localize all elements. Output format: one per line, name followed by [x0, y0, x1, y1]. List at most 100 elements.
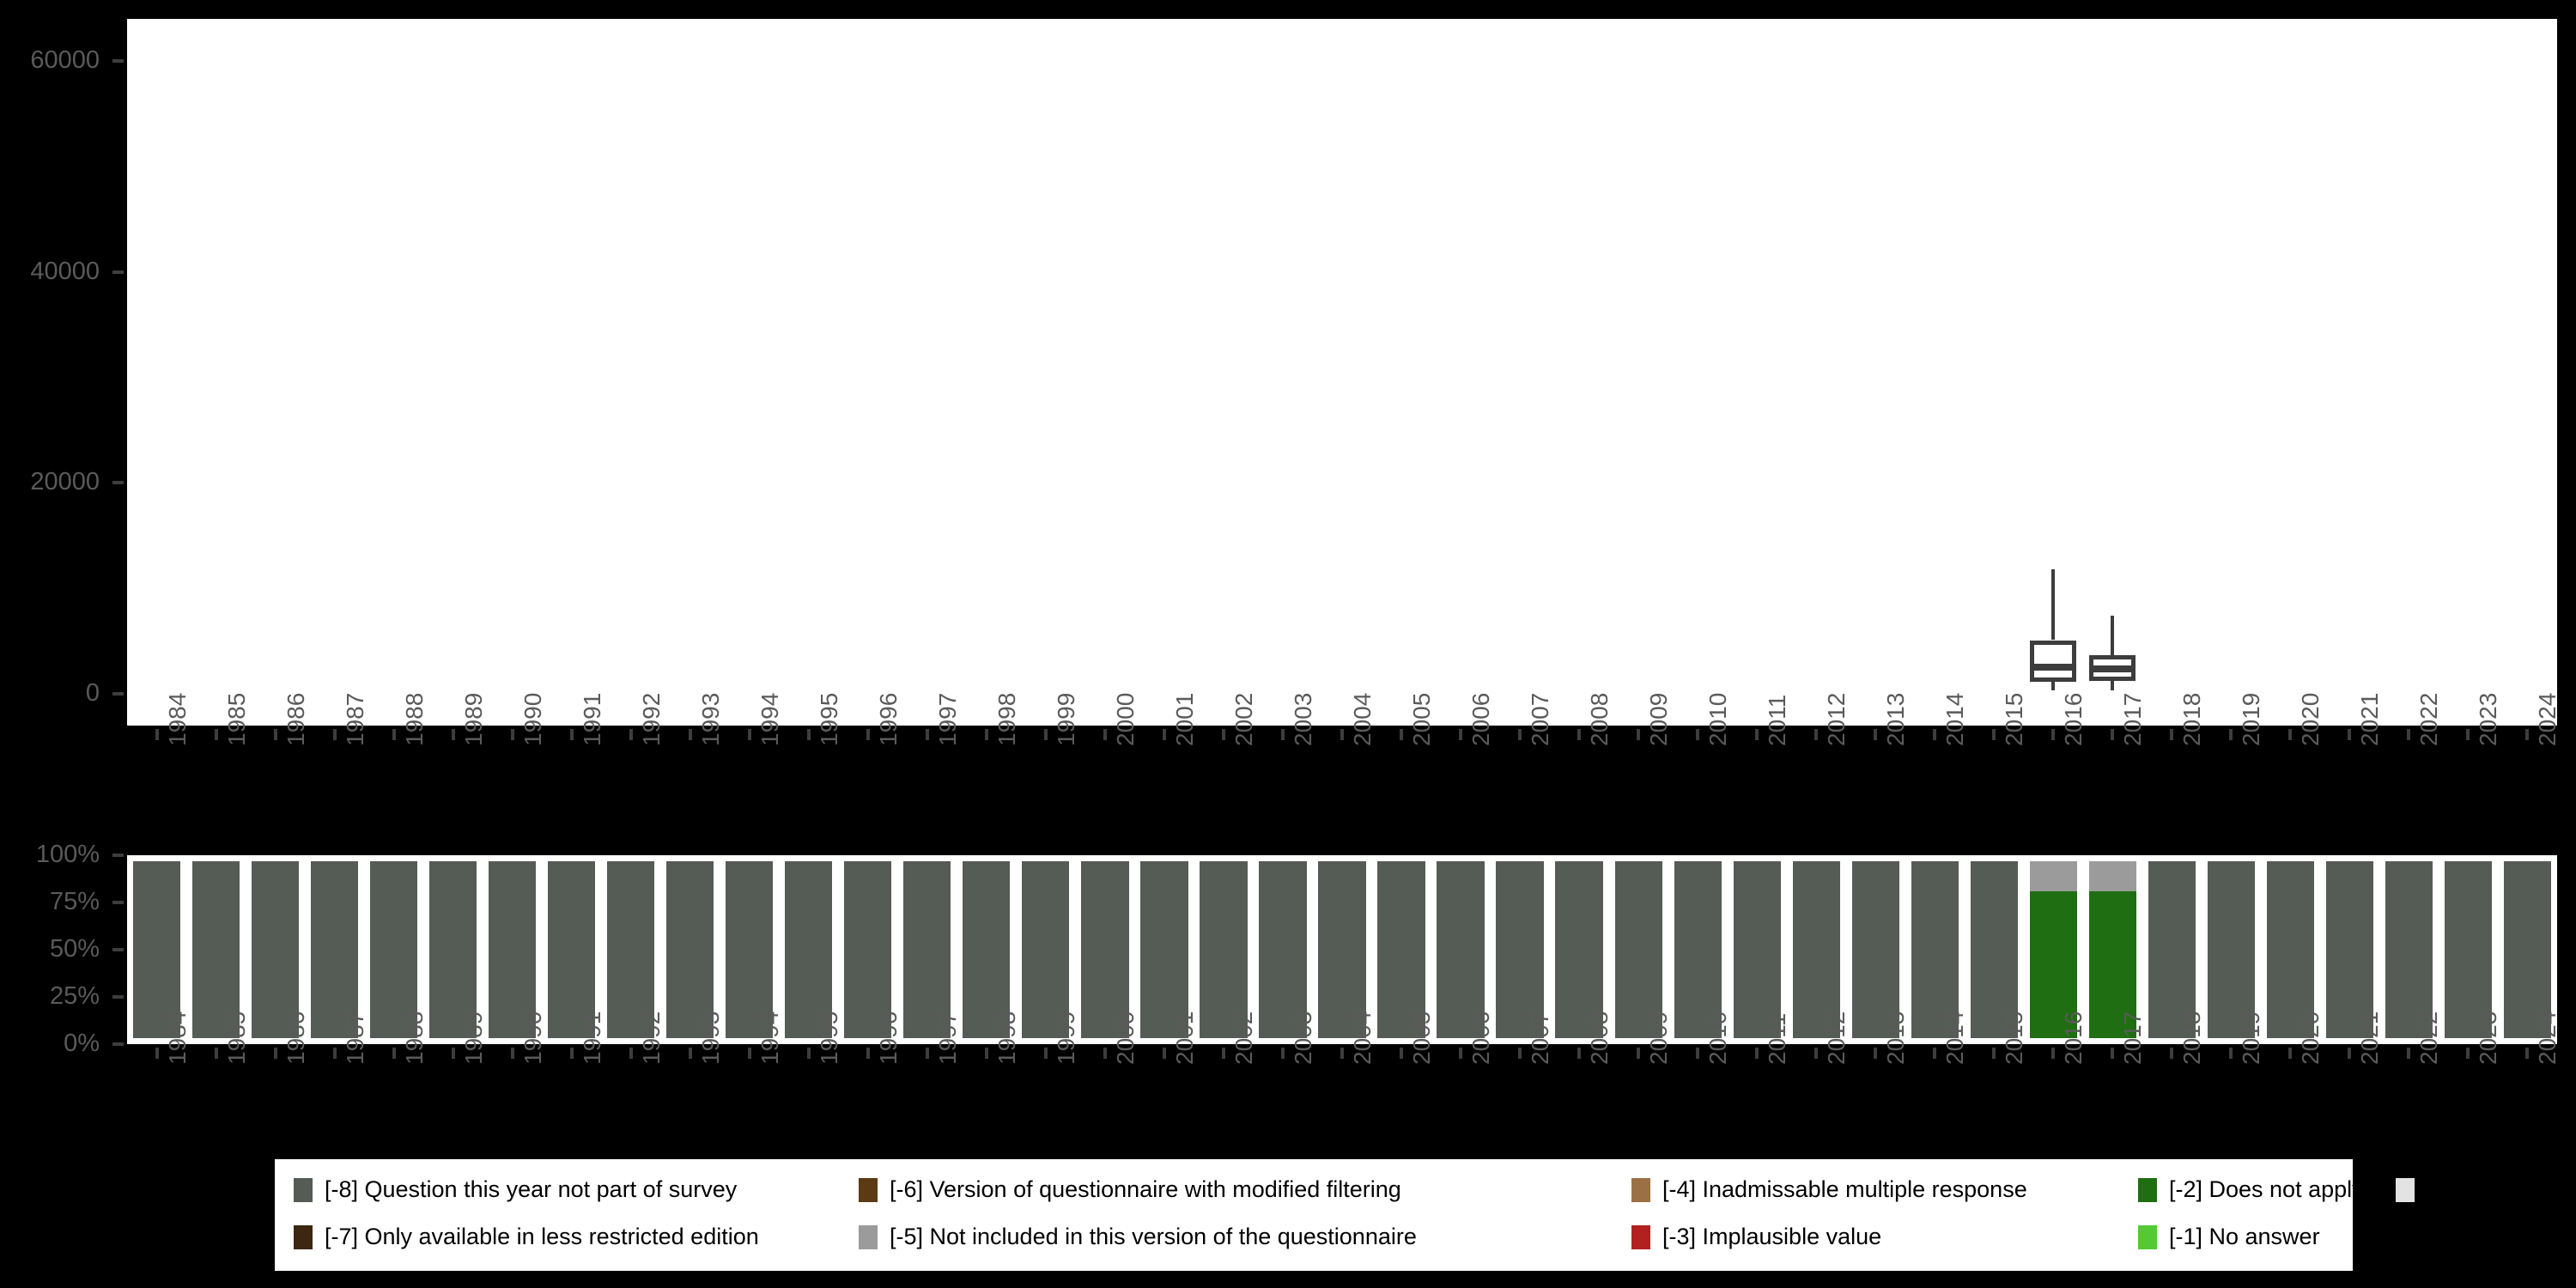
percent-bar-2017[interactable] [2088, 861, 2136, 1038]
boxplot-x-tick-label: 1998 [993, 692, 1020, 746]
percent-x-tick-mark [1518, 1048, 1522, 1059]
percent-bar-1989[interactable] [429, 861, 477, 1038]
legend-item[interactable]: [-6] Version of questionnaire with modif… [859, 1166, 1401, 1213]
legend-item[interactable]: [-4] Inadmissable multiple response [1631, 1166, 2027, 1213]
percent-bar-2004[interactable] [1318, 861, 1366, 1038]
percent-bar-segment [2148, 861, 2196, 1038]
percent-bar-2018[interactable] [2148, 861, 2196, 1038]
percent-x-tick-label: 2007 [1527, 1011, 1554, 1065]
percent-bar-segment [1437, 861, 1485, 1038]
percent-bar-2020[interactable] [2266, 861, 2314, 1038]
boxplot-x-tick-label: 1984 [163, 692, 191, 746]
percent-bar-segment [251, 861, 300, 1038]
percent-bar-2002[interactable] [1200, 861, 1248, 1038]
boxplot-x-tick-mark [1518, 729, 1522, 740]
percent-bar-2012[interactable] [1792, 861, 1840, 1038]
percent-x-tick-mark [2466, 1048, 2470, 1059]
percent-bar-1987[interactable] [310, 861, 359, 1038]
legend-item[interactable]: [-3] Implausible value [1631, 1213, 1881, 1261]
percent-plot-area [127, 855, 2557, 1044]
percent-bar-2013[interactable] [1851, 861, 1899, 1038]
percent-bar-1994[interactable] [726, 861, 774, 1038]
percent-bar-1995[interactable] [785, 861, 833, 1038]
legend-item[interactable]: [-5] Not included in this version of the… [859, 1213, 1417, 1261]
percent-x-tick-mark [1221, 1048, 1225, 1059]
percent-bar-1986[interactable] [251, 861, 300, 1038]
percent-x-tick-mark [984, 1048, 988, 1059]
percent-bar-segment [1200, 861, 1248, 1038]
percent-bar-1984[interactable] [132, 861, 181, 1038]
percent-bar-2005[interactable] [1377, 861, 1425, 1038]
boxplot-x-tick-label: 2005 [1408, 692, 1436, 746]
percent-bar-2016[interactable] [2029, 861, 2077, 1038]
percent-bar-2007[interactable] [1496, 861, 1544, 1038]
percent-bar-segment [963, 861, 1011, 1038]
boxplot-x-tick-mark [1103, 729, 1107, 740]
percent-x-tick-mark [1755, 1048, 1759, 1059]
percent-x-tick-mark [1103, 1048, 1107, 1059]
percent-bar-1991[interactable] [548, 861, 596, 1038]
legend-item[interactable]: [-2] Does not apply [2138, 1166, 2364, 1213]
boxplot-x-tick-label: 2002 [1230, 692, 1257, 746]
percent-bar-2022[interactable] [2385, 861, 2433, 1038]
percent-bar-2006[interactable] [1437, 861, 1485, 1038]
percent-bar-2014[interactable] [1911, 861, 1959, 1038]
percent-bar-segment [489, 861, 537, 1038]
percent-bar-1997[interactable] [903, 861, 951, 1038]
percent-bar-segment [132, 861, 181, 1038]
percent-stack-panel: 0% 25% 50% 75% 100% 1984 1985 1986 1987 1988 1989… [0, 824, 2576, 1133]
percent-x-tick-label: 1991 [578, 1011, 605, 1065]
percent-bar-2019[interactable] [2207, 861, 2255, 1038]
percent-bar-2003[interactable] [1259, 861, 1307, 1038]
boxplot-x-tick-mark [1755, 729, 1759, 740]
boxplot-y-tick-mark [112, 481, 124, 485]
boxplot-x-tick-label: 2011 [1764, 694, 1791, 746]
percent-bar-segment [2088, 861, 2136, 892]
percent-x-tick-mark [2348, 1048, 2352, 1059]
percent-bar-2000[interactable] [1081, 861, 1129, 1038]
legend-item[interactable]: [-1] No answer [2138, 1213, 2320, 1261]
boxplot-x-tick-mark [1043, 729, 1048, 740]
boxplot-x-tick-mark [1280, 729, 1285, 740]
percent-bar-2010[interactable] [1674, 861, 1722, 1038]
boxplot-x-tick-mark [1340, 729, 1344, 740]
percent-x-tick-mark [2111, 1048, 2115, 1059]
percent-x-tick-mark [1814, 1048, 1819, 1059]
percent-bar-2024[interactable] [2503, 861, 2552, 1038]
legend-item[interactable]: [-8] Question this year not part of surv… [294, 1166, 737, 1213]
percent-y-tick-label: 25% [49, 982, 100, 1010]
percent-bar-segment [1674, 861, 1722, 1038]
percent-bar-2001[interactable] [1140, 861, 1188, 1038]
legend-swatch-icon [294, 1177, 313, 1202]
boxplot-x-tick-mark [1696, 729, 1700, 740]
boxplot-x-tick-mark [984, 729, 988, 740]
percent-bar-1988[interactable] [370, 861, 418, 1038]
percent-bar-2011[interactable] [1733, 861, 1781, 1038]
percent-bar-2023[interactable] [2444, 861, 2493, 1038]
boxplot-lower-whisker [2051, 682, 2056, 691]
percent-bar-1996[interactable] [844, 861, 892, 1038]
percent-bar-1990[interactable] [489, 861, 537, 1038]
boxplot-x-tick-mark [392, 729, 396, 740]
percent-bar-segment [2029, 861, 2077, 892]
legend-item-label: [-4] Inadmissable multiple response [1662, 1176, 2027, 1202]
percent-x-tick-mark [1162, 1048, 1166, 1059]
percent-bar-2015[interactable] [1970, 861, 2018, 1038]
percent-bar-1999[interactable] [1022, 861, 1070, 1038]
percent-bar-2021[interactable] [2325, 861, 2374, 1038]
percent-bar-1998[interactable] [963, 861, 1011, 1038]
percent-bar-2009[interactable] [1614, 861, 1662, 1038]
legend-item[interactable]: valid cases [2396, 1166, 2542, 1213]
percent-bar-1993[interactable] [666, 861, 714, 1038]
percent-bar-1985[interactable] [191, 861, 240, 1038]
boxplot-x-tick-mark [2170, 729, 2174, 740]
legend-item[interactable]: [-7] Only available in less restricted e… [294, 1213, 759, 1261]
percent-y-tick-label: 0% [64, 1030, 100, 1057]
boxplot-y-tick-mark [112, 270, 124, 274]
percent-bar-1992[interactable] [607, 861, 655, 1038]
percent-bar-2008[interactable] [1555, 861, 1603, 1038]
boxplot-median-line [2089, 665, 2136, 672]
boxplot-x-tick-label: 1985 [222, 692, 250, 746]
percent-x-tick-label: 2021 [2356, 1011, 2384, 1065]
boxplot-x-tick-mark [510, 729, 514, 740]
